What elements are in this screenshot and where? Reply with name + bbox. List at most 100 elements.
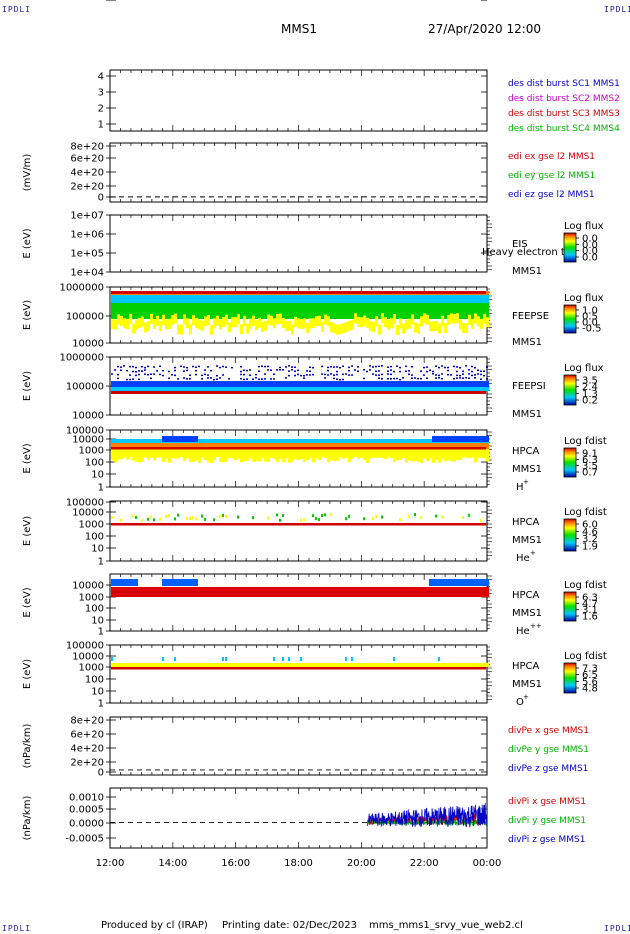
spectrogram-cell (180, 365, 182, 368)
spectrogram-cell (375, 365, 377, 368)
spectrogram-cell (147, 517, 149, 521)
spectrogram-cell (282, 387, 285, 391)
spectrogram-cell (450, 381, 453, 389)
ytick-label: 8e+20 (70, 142, 104, 153)
spectrogram-cell (129, 378, 131, 381)
colorbar-title: Log fdist (564, 651, 607, 662)
spectrogram-cell (141, 381, 144, 389)
spectrogram-cell (363, 387, 366, 391)
spectrogram-cell (141, 370, 143, 372)
spectrogram-cell (462, 443, 465, 449)
spectrogram-cell (453, 365, 455, 368)
spectrogram-cell (330, 322, 333, 333)
spectrogram-cell (420, 387, 423, 391)
spectrogram-cell (225, 663, 228, 667)
spectrogram-cell (327, 381, 330, 389)
spectrogram-cell (330, 366, 332, 368)
spectrogram-cell (411, 295, 414, 303)
spectrogram-cell (486, 387, 489, 391)
spectrogram-cell (159, 373, 161, 376)
spectrogram-cell (159, 449, 162, 458)
spectrogram-cell (144, 369, 146, 371)
colorbar-tick-label: 5.6 (582, 677, 598, 688)
spectrogram-cell (402, 449, 405, 459)
spectrogram-cell (201, 387, 204, 391)
spectrogram-cell (270, 449, 273, 458)
spectrogram-cell (387, 295, 390, 303)
spectrogram-cell (420, 303, 423, 319)
spectrogram-cell (378, 374, 380, 376)
spectrogram-cell (216, 374, 218, 377)
spectrogram-cell (213, 381, 216, 389)
spectrogram-cell (162, 657, 164, 661)
spectrogram-cell (297, 663, 300, 667)
ytick-label: 1e+06 (70, 230, 104, 241)
spectrogram-cell (228, 387, 231, 391)
spectrogram-cell (474, 579, 477, 586)
spectrogram-cell (222, 443, 225, 449)
colorbar-title: Log flux (564, 363, 604, 374)
spectrogram-cell (279, 387, 282, 391)
spectrogram-cell (234, 663, 237, 667)
spectrogram-cell (336, 443, 339, 449)
spectrogram-cell (483, 449, 486, 459)
spectrogram-cell (339, 381, 342, 389)
spectrogram-cell (390, 373, 392, 376)
spectrogram-cell (459, 319, 462, 330)
spectrogram-cell (135, 374, 137, 377)
spectrogram-cell (336, 387, 339, 391)
spectrogram-cell (222, 303, 225, 319)
spectrogram-cell (444, 366, 446, 369)
spectrogram-cell (423, 449, 426, 459)
spectrogram-cell (276, 369, 278, 371)
spectrogram-cell (363, 439, 366, 443)
spectrogram-cell (450, 449, 453, 462)
spectrogram-cell (255, 387, 258, 391)
spectrogram-cell (141, 663, 144, 667)
spectrogram-cell (126, 319, 129, 330)
spectrogram-cell (312, 303, 315, 319)
spectrogram-cell (414, 295, 417, 303)
spectrogram-cell (291, 366, 293, 368)
spectrogram-cell (150, 443, 153, 449)
spectrogram-cell (243, 443, 246, 449)
spectrogram-cell (186, 436, 189, 442)
spectrogram-cell (411, 381, 414, 389)
spectrogram-cell (351, 657, 353, 661)
spectrogram-cell (273, 439, 276, 443)
spectrogram-cell (303, 518, 305, 522)
spectrogram-cell (357, 387, 360, 391)
spectrogram-cell (399, 378, 401, 381)
spectrogram-cell (387, 370, 389, 372)
spectrogram-cell (147, 303, 150, 319)
spectrogram-cell (357, 663, 360, 667)
spectrogram-cell (111, 373, 113, 375)
spectrogram-cell (399, 381, 402, 389)
spectrogram-cell (372, 366, 374, 368)
xtick-label: 22:00 (410, 858, 439, 869)
spectrogram-cell (213, 387, 216, 391)
spectrogram-cell (252, 315, 255, 326)
spectrogram-cell (240, 449, 243, 463)
spectrogram-cell (372, 321, 375, 332)
spectrogram-cell (471, 318, 474, 329)
spectrogram-cell (339, 663, 342, 667)
spectrogram-cell (171, 443, 174, 449)
spectrogram-cell (354, 369, 356, 371)
spectrogram-cell (204, 439, 207, 443)
ytick-label: 100000 (66, 498, 104, 509)
spectrogram-cell (327, 366, 329, 369)
spacecraft-label: MMS1 (512, 535, 542, 546)
spectrogram-cell (375, 443, 378, 449)
spectrogram-cell (309, 295, 312, 303)
spectrogram-cell (318, 663, 321, 667)
spectrogram-cell (120, 295, 123, 303)
spectrogram-band (111, 391, 486, 394)
spectrogram-cell (372, 295, 375, 303)
spectrogram-cell (288, 374, 290, 377)
spectrogram-cell (138, 303, 141, 319)
spectrogram-cell (225, 449, 228, 462)
spectrogram-cell (174, 381, 177, 389)
spectrogram-cell (333, 323, 336, 334)
spectrogram-cell (246, 443, 249, 449)
